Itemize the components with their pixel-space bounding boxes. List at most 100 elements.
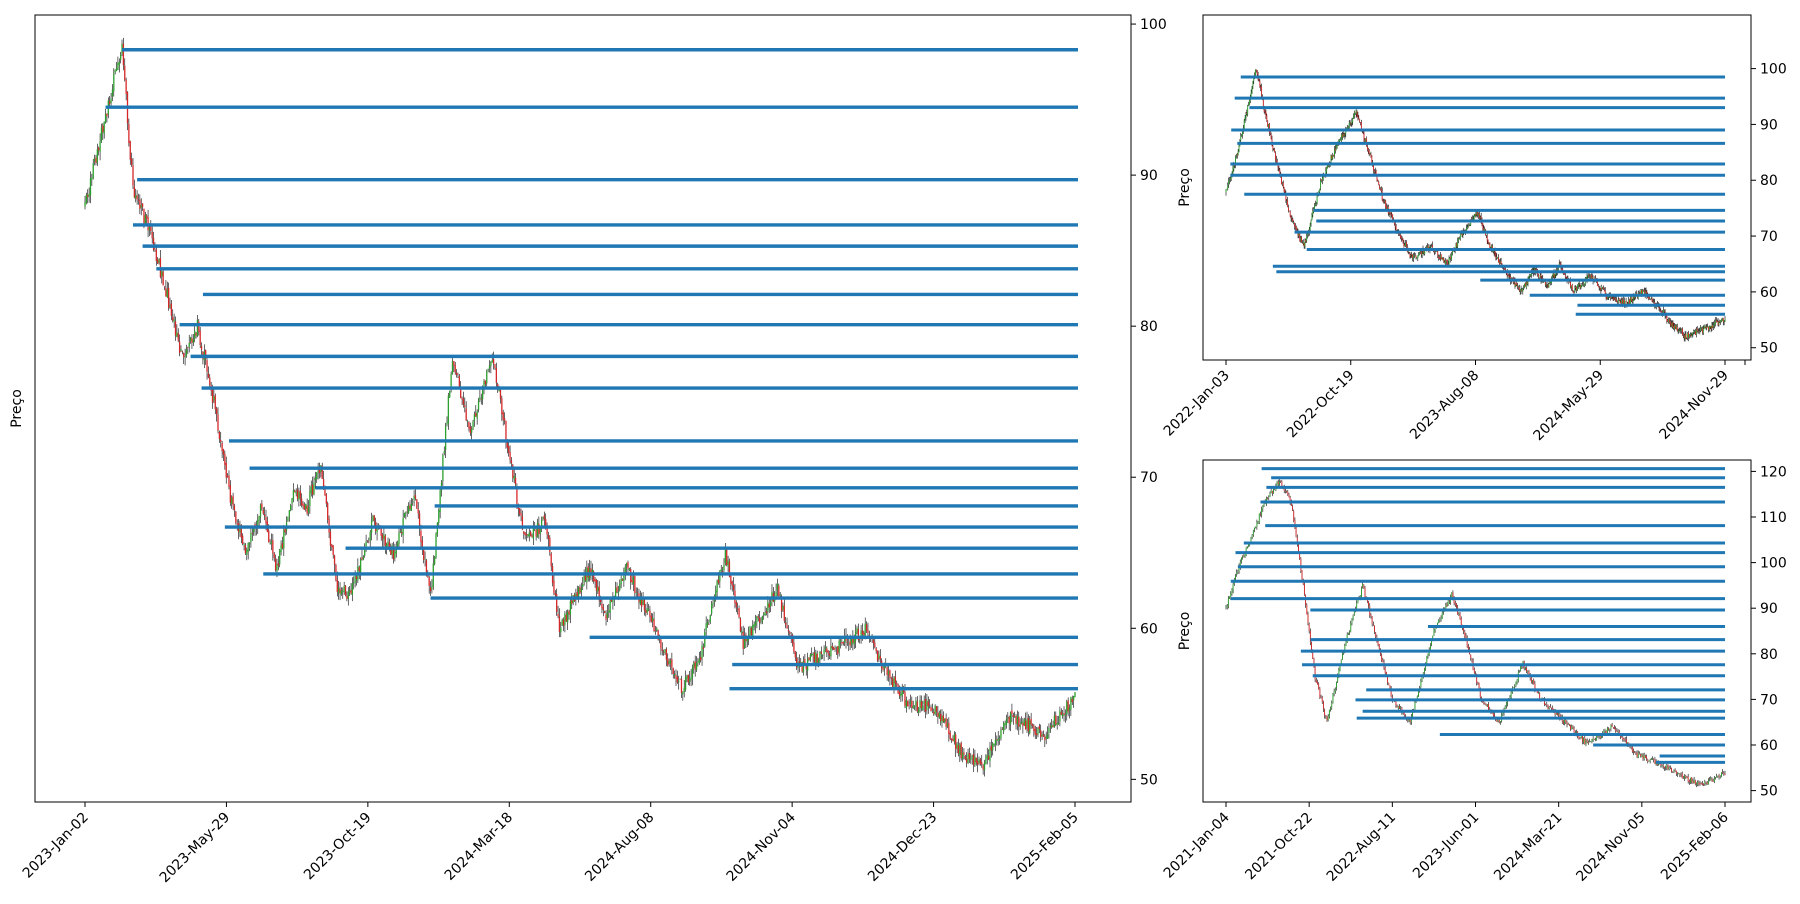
candle-body xyxy=(1018,716,1020,727)
candle-body xyxy=(1396,705,1398,708)
candle-body xyxy=(1684,775,1686,779)
candle-body xyxy=(1612,727,1614,728)
candle-body xyxy=(861,630,864,634)
candle-body xyxy=(1699,331,1701,332)
candle-body xyxy=(538,523,540,535)
candle-body xyxy=(1373,170,1375,173)
candle-body xyxy=(1693,330,1695,333)
candle-body xyxy=(1721,319,1722,321)
candle-body xyxy=(1671,768,1672,772)
candle-body xyxy=(1659,308,1661,310)
candle-body xyxy=(1438,619,1440,623)
candle-body xyxy=(1597,736,1599,738)
candle-body xyxy=(1356,111,1358,117)
candle-body xyxy=(1644,291,1646,296)
candle-body xyxy=(407,505,410,513)
candle-body xyxy=(1573,292,1575,293)
candle-body xyxy=(929,707,931,708)
candle-body xyxy=(465,408,467,421)
candle-body xyxy=(146,215,148,219)
candle-body xyxy=(1614,298,1616,300)
candle-body xyxy=(812,653,814,656)
candle-body xyxy=(939,713,942,722)
candle-body xyxy=(879,656,881,660)
candle-body xyxy=(509,451,511,460)
candle-body xyxy=(1452,592,1454,598)
candle-body xyxy=(623,574,625,582)
candle-body xyxy=(1496,256,1498,259)
candle-body xyxy=(183,352,185,358)
candle-body xyxy=(1370,154,1372,156)
candle-body xyxy=(258,515,260,521)
candle-body xyxy=(1388,683,1390,685)
candle-body xyxy=(1624,739,1626,741)
candle-body xyxy=(1292,506,1293,511)
candle-body xyxy=(481,389,484,400)
candle-body xyxy=(218,431,221,440)
candle-body xyxy=(1336,681,1337,688)
candle-body xyxy=(1385,200,1387,208)
candle-body xyxy=(1365,596,1367,598)
candle-body xyxy=(645,610,647,614)
candle-body xyxy=(1633,295,1635,299)
candle-body xyxy=(144,215,146,225)
candle-body xyxy=(1420,251,1422,255)
candle-body xyxy=(1586,740,1588,743)
candle-body xyxy=(876,650,879,661)
candle-body xyxy=(1564,273,1565,275)
candle-body xyxy=(296,489,299,499)
candle-body xyxy=(1483,701,1485,704)
candle-body xyxy=(1706,782,1708,784)
candle-body xyxy=(140,205,142,208)
candle-body xyxy=(779,594,781,596)
candle-body xyxy=(956,743,958,749)
candle-body xyxy=(1606,297,1608,299)
y-tick-label: 100 xyxy=(1760,556,1787,572)
candle-body xyxy=(959,744,961,755)
candle-body xyxy=(1696,328,1698,332)
candle-body xyxy=(693,662,695,668)
candle-body xyxy=(279,549,281,565)
candle-body xyxy=(841,642,843,644)
candle-body xyxy=(1500,720,1501,723)
candle-body xyxy=(1297,231,1299,236)
candle-body xyxy=(1669,321,1671,324)
candle-body xyxy=(1286,491,1288,493)
candle-body xyxy=(1288,494,1290,498)
candle-body xyxy=(211,388,214,403)
candle-body xyxy=(531,535,533,538)
candle-body xyxy=(1649,298,1651,300)
candle-body xyxy=(1485,234,1487,236)
candle-body xyxy=(1603,730,1605,733)
candle-body xyxy=(1721,317,1723,321)
candle-body xyxy=(1686,776,1688,778)
candle-body xyxy=(1447,264,1449,265)
candle-body xyxy=(1235,575,1236,580)
candle-body xyxy=(1575,287,1577,288)
candle-body xyxy=(1392,214,1394,220)
candle-body xyxy=(712,602,714,605)
candle-body xyxy=(444,426,447,451)
candle-body xyxy=(1295,528,1297,537)
candle-body xyxy=(1713,778,1715,782)
candle-body xyxy=(1016,715,1019,725)
candle-body xyxy=(1277,482,1279,484)
candle-body xyxy=(261,503,263,509)
candle-body xyxy=(1351,619,1353,624)
candle-body xyxy=(1631,746,1633,752)
candle-body xyxy=(1695,329,1697,335)
candle-body xyxy=(1332,694,1334,703)
candle-body xyxy=(420,530,422,543)
candle-body xyxy=(1026,718,1028,728)
candle-body xyxy=(1042,734,1045,737)
candle-body xyxy=(1691,777,1693,782)
candle-body xyxy=(1449,257,1451,260)
candle-body xyxy=(695,663,698,670)
candle-body xyxy=(908,705,910,706)
candle-body xyxy=(587,566,589,578)
candle-body xyxy=(1717,775,1719,777)
candle-body xyxy=(1679,329,1681,330)
candle-body xyxy=(1250,537,1252,543)
candle-body xyxy=(1404,715,1406,717)
candle-body xyxy=(809,654,812,660)
